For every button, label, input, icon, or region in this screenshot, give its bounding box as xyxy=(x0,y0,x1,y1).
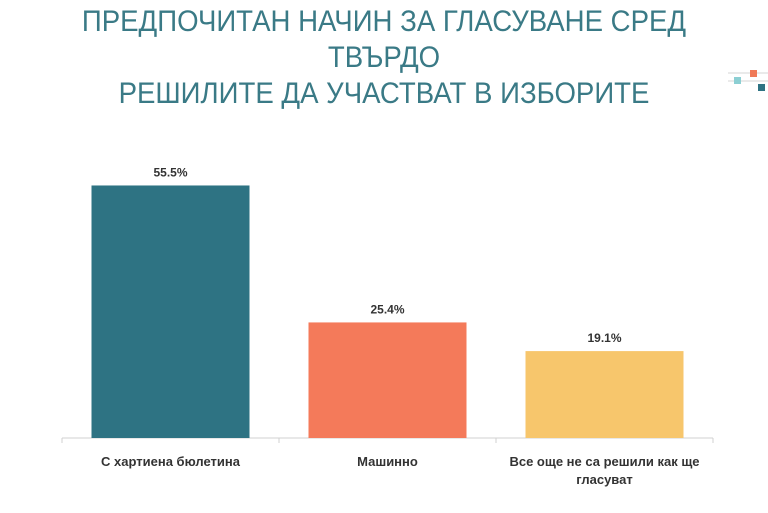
chart-title-line-2: РЕШИЛИТЕ ДА УЧАСТВАТ В ИЗБОРИТЕ xyxy=(118,77,650,110)
brand-logo-icon xyxy=(728,70,768,91)
chart-title: ПРЕДПОЧИТАН НАЧИН ЗА ГЛАСУВАНЕ СРЕД ТВЪР… xyxy=(31,4,738,112)
bar xyxy=(525,351,684,438)
x-tick-label: гласуват xyxy=(576,472,632,487)
bar xyxy=(91,185,250,438)
data-label: 19.1% xyxy=(587,331,621,345)
x-tick-label: Все още не са решили как ще xyxy=(509,454,699,469)
x-tick-label: Машинно xyxy=(357,454,418,469)
data-label: 55.5% xyxy=(153,165,187,179)
chart-title-line-1: ПРЕДПОЧИТАН НАЧИН ЗА ГЛАСУВАНЕ СРЕД ТВЪР… xyxy=(81,5,687,74)
x-tick-label: С хартиена бюлетина xyxy=(101,454,241,469)
bar xyxy=(308,322,467,438)
logo-square-dark xyxy=(758,84,765,91)
logo-square-light xyxy=(734,77,741,84)
logo-square-orange xyxy=(750,70,757,77)
data-label: 25.4% xyxy=(370,302,404,316)
